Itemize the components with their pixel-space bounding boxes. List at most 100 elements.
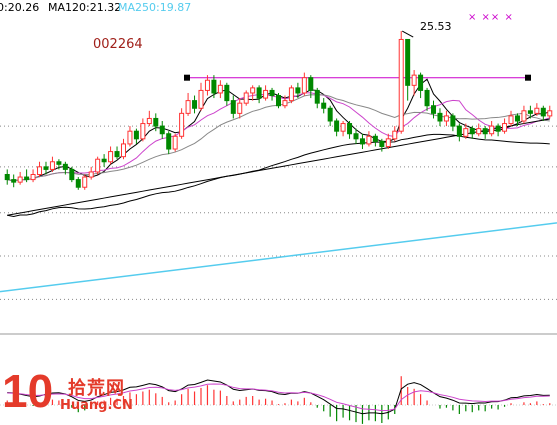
candle-body [534, 107, 540, 114]
peak-pointer [401, 30, 414, 38]
candle-body [443, 115, 449, 122]
watermark-url: Huang.CN [60, 398, 133, 413]
candle-body [30, 174, 36, 181]
candle-body [37, 166, 43, 176]
candlestick-series [4, 30, 553, 190]
candle-body [192, 100, 198, 109]
candle-body [75, 179, 81, 188]
macd-panel [0, 376, 557, 424]
macd-dif-line [7, 379, 550, 415]
candle-body [69, 168, 75, 181]
candle-body [4, 174, 10, 181]
candle-body [450, 115, 456, 127]
candle-body [540, 107, 546, 117]
candle-body [437, 112, 443, 122]
candle-body [17, 176, 23, 183]
candle-body [217, 84, 223, 94]
ma60-line [7, 133, 550, 217]
resistance-end-marker [525, 74, 531, 81]
candle-body [469, 128, 475, 135]
candle-body [127, 130, 133, 145]
candle-body [146, 117, 152, 125]
candle-body [385, 138, 391, 147]
candle-body [204, 79, 210, 91]
candle-body [308, 77, 314, 91]
candle-body [269, 89, 275, 97]
ma-short-label: 0:20.26 [0, 1, 40, 14]
candle-body [392, 130, 398, 140]
candle-body [159, 125, 165, 135]
macd-dea-line [7, 383, 550, 412]
candle-body [359, 138, 365, 145]
ma120-label: MA120:21.32 [48, 1, 122, 14]
candle-body [456, 125, 462, 137]
candle-body [43, 166, 49, 170]
ma250-label: MA250:19.87 [118, 1, 192, 14]
candle-body [372, 135, 378, 142]
candle-body [198, 89, 204, 109]
candle-body [153, 117, 159, 127]
candle-body [250, 87, 256, 94]
candle-body [56, 161, 62, 165]
candle-body [179, 112, 185, 137]
candle-body [489, 125, 495, 135]
watermark-logo: 10 拾荒网 Huang.CN [2, 365, 152, 422]
candle-body [424, 89, 430, 107]
candle-body [237, 102, 243, 114]
candle-body [288, 87, 294, 102]
candle-body [482, 128, 488, 135]
candle-body [24, 176, 30, 181]
candle-body [108, 151, 114, 163]
candle-body [282, 100, 288, 107]
candle-body [508, 115, 514, 125]
candle-body [120, 143, 126, 158]
candle-body [547, 110, 553, 117]
resistance-line [184, 74, 531, 81]
candle-body [502, 123, 508, 132]
candle-body [101, 158, 107, 163]
candle-body [95, 158, 101, 173]
candle-body [321, 102, 327, 109]
candle-body [327, 107, 333, 122]
candle-body [463, 128, 469, 137]
candle-body [347, 123, 353, 135]
candle-body [166, 133, 172, 150]
candle-body [418, 74, 424, 91]
candle-body [301, 77, 307, 94]
candle-body [243, 92, 249, 104]
candle-body [49, 161, 55, 170]
candle-body [398, 38, 404, 132]
candle-body [224, 84, 230, 102]
candle-body [185, 100, 191, 114]
candle-body [405, 38, 411, 86]
candle-body [230, 100, 236, 114]
candle-body [527, 110, 533, 114]
candle-body [366, 135, 372, 145]
stock-code-label: 002264 [93, 37, 143, 52]
watermark-site-name: 拾荒网 [68, 378, 125, 399]
candle-body [340, 123, 346, 132]
candle-body [114, 151, 120, 158]
candle-body [82, 176, 88, 188]
candle-body [334, 120, 340, 132]
watermark-number: 10 [2, 365, 54, 417]
price-gridlines [0, 125, 557, 300]
candle-body [353, 133, 359, 140]
candle-body [431, 105, 437, 114]
candle-body [295, 87, 301, 94]
candle-body [133, 130, 139, 140]
candle-body [514, 115, 520, 122]
candle-body [62, 163, 68, 170]
candle-body [276, 95, 281, 107]
candle-body [256, 87, 262, 99]
candle-body [411, 74, 417, 86]
ma250-line [0, 222, 557, 293]
candle-body [314, 89, 320, 104]
top-right-markers: × ×× × [468, 12, 514, 23]
candle-body [88, 171, 94, 178]
peak-price-label: 25.53 [420, 20, 452, 33]
candle-body [11, 179, 17, 183]
candle-body [476, 128, 482, 135]
